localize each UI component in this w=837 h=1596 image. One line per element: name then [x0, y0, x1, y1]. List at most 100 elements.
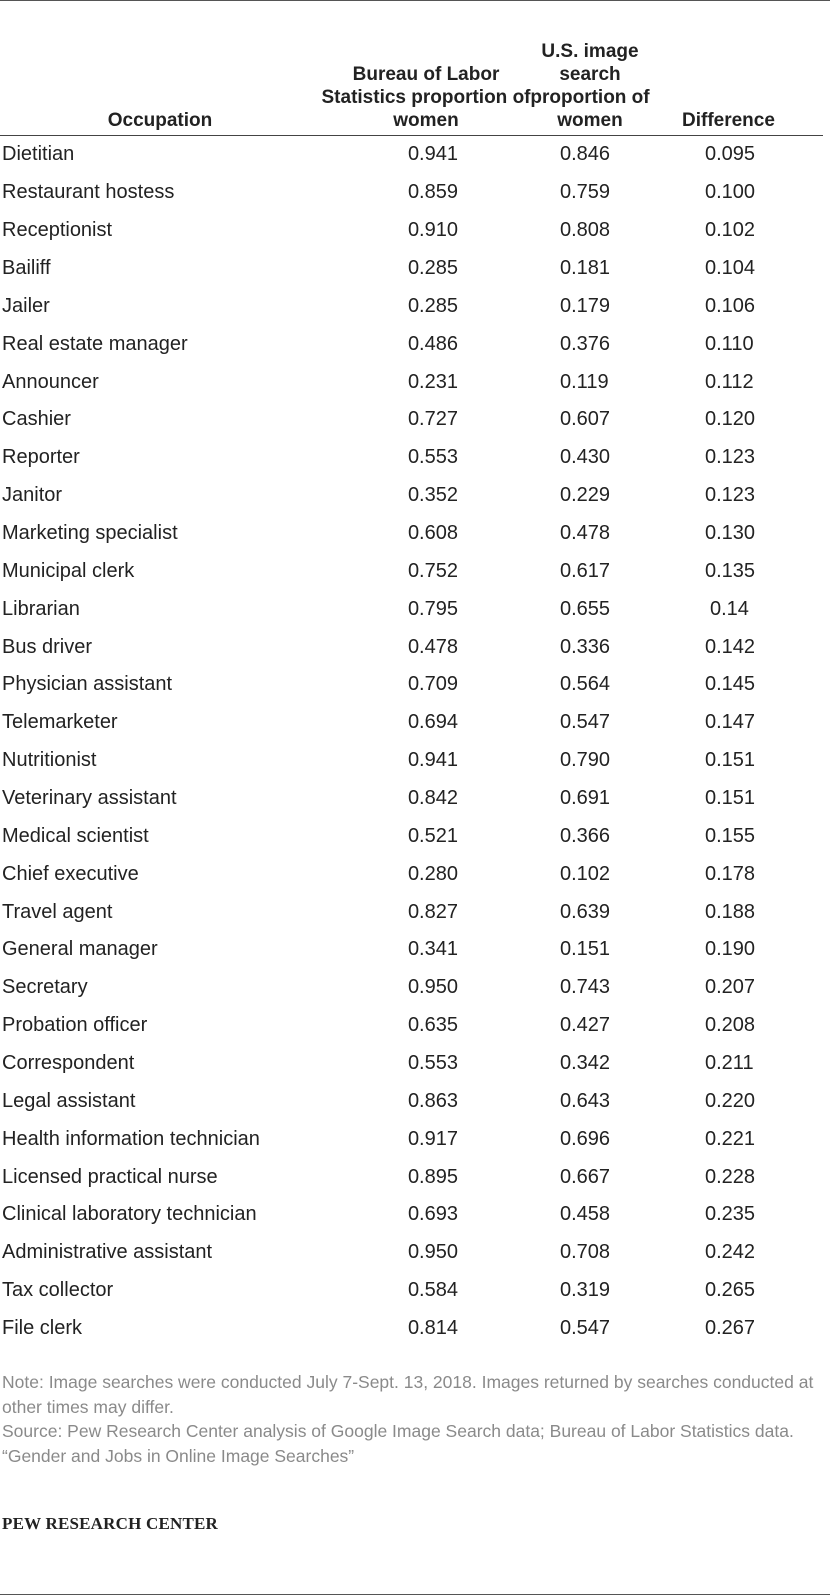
occupation-cell: Marketing specialist [2, 522, 178, 545]
image-proportion-cell: 0.607 [560, 408, 611, 431]
difference-cell: 0.265 [705, 1279, 756, 1302]
table-row: Secretary 0.950 0.743 0.207 [0, 969, 823, 1007]
table-row: Janitor 0.352 0.229 0.123 [0, 477, 823, 515]
difference-cell: 0.228 [705, 1165, 756, 1188]
occupation-cell: Clinical laboratory technician [2, 1203, 257, 1226]
occupation-cell: Reporter [2, 446, 80, 469]
occupation-cell: Nutritionist [2, 749, 97, 772]
difference-cell: 0.190 [705, 938, 756, 961]
notes-block: Note: Image searches were conducted July… [2, 1370, 822, 1468]
difference-cell: 0.220 [705, 1089, 756, 1112]
bls-proportion-cell: 0.941 [407, 749, 458, 772]
table-row: Tax collector 0.584 0.319 0.265 [0, 1272, 823, 1310]
occupation-cell: Legal assistant [2, 1089, 136, 1112]
header-image-proportion: U.S. image search proportion of women [530, 40, 650, 136]
difference-cell: 0.242 [705, 1241, 756, 1264]
difference-cell: 0.142 [705, 635, 756, 658]
image-proportion-cell: 0.708 [560, 1241, 611, 1264]
bls-proportion-cell: 0.693 [407, 1203, 458, 1226]
image-proportion-cell: 0.743 [560, 976, 611, 999]
bls-proportion-cell: 0.584 [407, 1279, 458, 1302]
occupation-cell: Travel agent [2, 900, 113, 923]
image-proportion-cell: 0.458 [560, 1203, 611, 1226]
table-row: File clerk 0.814 0.547 0.267 [0, 1310, 823, 1348]
header-difference: Difference [630, 40, 823, 136]
occupation-table: Occupation Bureau of Labor Statistics pr… [0, 40, 823, 1348]
bls-proportion-cell: 0.752 [407, 559, 458, 582]
difference-cell: 0.120 [705, 408, 756, 431]
bls-proportion-cell: 0.285 [407, 257, 458, 279]
table-row: Clinical laboratory technician 0.693 0.458… [0, 1196, 823, 1234]
bls-proportion-cell: 0.842 [407, 787, 458, 810]
occupation-cell: Cashier [2, 408, 71, 431]
table-row: Health information technician 0.917 0.696 0… [0, 1120, 823, 1158]
table-row: Cashier 0.727 0.607 0.120 [0, 401, 823, 439]
bls-proportion-cell: 0.521 [407, 824, 458, 847]
bottom-rule [0, 1594, 830, 1595]
difference-cell: 0.151 [705, 787, 756, 810]
table-row: Licensed practical nurse 0.895 0.667 0.228 [0, 1158, 823, 1196]
image-proportion-cell: 0.846 [560, 143, 611, 166]
table-row: Administrative assistant 0.950 0.708 0.242 [0, 1234, 823, 1272]
table-row: General manager 0.341 0.151 0.190 [0, 931, 823, 969]
difference-cell: 0.095 [705, 143, 756, 166]
table-row: Medical scientist 0.521 0.366 0.155 [0, 817, 823, 855]
table-row: Nutritionist 0.941 0.790 0.151 [0, 742, 823, 780]
difference-cell: 0.145 [705, 673, 756, 696]
image-proportion-cell: 0.639 [560, 900, 611, 923]
image-proportion-cell: 0.336 [560, 635, 611, 658]
table-row: Librarian 0.795 0.655 0.14 [0, 590, 823, 628]
difference-cell: 0.267 [705, 1317, 756, 1340]
image-proportion-cell: 0.119 [560, 370, 609, 393]
bls-proportion-cell: 0.727 [407, 408, 458, 431]
difference-cell: 0.106 [705, 294, 756, 317]
table-row: Dietitian 0.941 0.846 0.095 [0, 136, 823, 174]
occupation-cell: Probation officer [2, 1014, 148, 1037]
table-row: Municipal clerk 0.752 0.617 0.135 [0, 552, 823, 590]
header-occupation: Occupation [0, 40, 300, 136]
image-proportion-cell: 0.547 [560, 1317, 611, 1340]
image-proportion-cell: 0.643 [560, 1089, 611, 1112]
difference-cell: 0.130 [705, 522, 756, 545]
difference-cell: 0.207 [705, 976, 756, 999]
bls-proportion-cell: 0.795 [407, 597, 458, 620]
difference-cell: 0.178 [705, 862, 756, 885]
table-header-row: Occupation Bureau of Labor Statistics pr… [0, 40, 823, 136]
top-rule [0, 0, 830, 1]
image-proportion-cell: 0.655 [560, 597, 611, 620]
header-image-text: U.S. image search proportion of women [530, 41, 650, 131]
image-proportion-cell: 0.102 [560, 862, 611, 885]
table-row: Restaurant hostess 0.859 0.759 0.100 [0, 174, 823, 212]
occupation-cell: Licensed practical nurse [2, 1165, 218, 1188]
occupation-cell: Announcer [2, 370, 99, 393]
difference-cell: 0.211 [705, 1052, 754, 1075]
table-row: Chief executive 0.280 0.102 0.178 [0, 855, 823, 893]
difference-cell: 0.155 [705, 824, 756, 847]
occupation-cell: Bailiff [2, 257, 51, 279]
occupation-cell: Librarian [2, 597, 80, 620]
occupation-cell: Medical scientist [2, 824, 149, 847]
bls-proportion-cell: 0.285 [407, 294, 458, 317]
bls-proportion-cell: 0.814 [407, 1317, 458, 1340]
table-row: Marketing specialist 0.608 0.478 0.130 [0, 515, 823, 553]
image-proportion-cell: 0.430 [560, 446, 611, 469]
bls-proportion-cell: 0.608 [407, 522, 458, 545]
image-proportion-cell: 0.376 [560, 332, 611, 355]
image-proportion-cell: 0.564 [560, 673, 611, 696]
bls-proportion-cell: 0.827 [407, 900, 458, 923]
image-proportion-cell: 0.691 [560, 787, 611, 810]
source-text: Source: Pew Research Center analysis of … [2, 1421, 794, 1441]
table-row: Receptionist 0.910 0.808 0.102 [0, 212, 823, 250]
table-row: Travel agent 0.827 0.639 0.188 [0, 893, 823, 931]
image-proportion-cell: 0.181 [560, 257, 611, 279]
table-row: Jailer 0.285 0.179 0.106 [0, 287, 823, 325]
difference-cell: 0.135 [705, 559, 756, 582]
occupation-cell: File clerk [2, 1317, 83, 1340]
occupation-cell: Physician assistant [2, 673, 173, 696]
table-body: Dietitian 0.941 0.846 0.095 Restaurant hoste… [0, 136, 823, 1348]
table-row: Probation officer 0.635 0.427 0.208 [0, 1007, 823, 1045]
bls-proportion-cell: 0.280 [407, 862, 458, 885]
bls-proportion-cell: 0.950 [407, 1241, 458, 1264]
bls-proportion-cell: 0.478 [407, 635, 458, 658]
bls-proportion-cell: 0.341 [407, 938, 458, 961]
